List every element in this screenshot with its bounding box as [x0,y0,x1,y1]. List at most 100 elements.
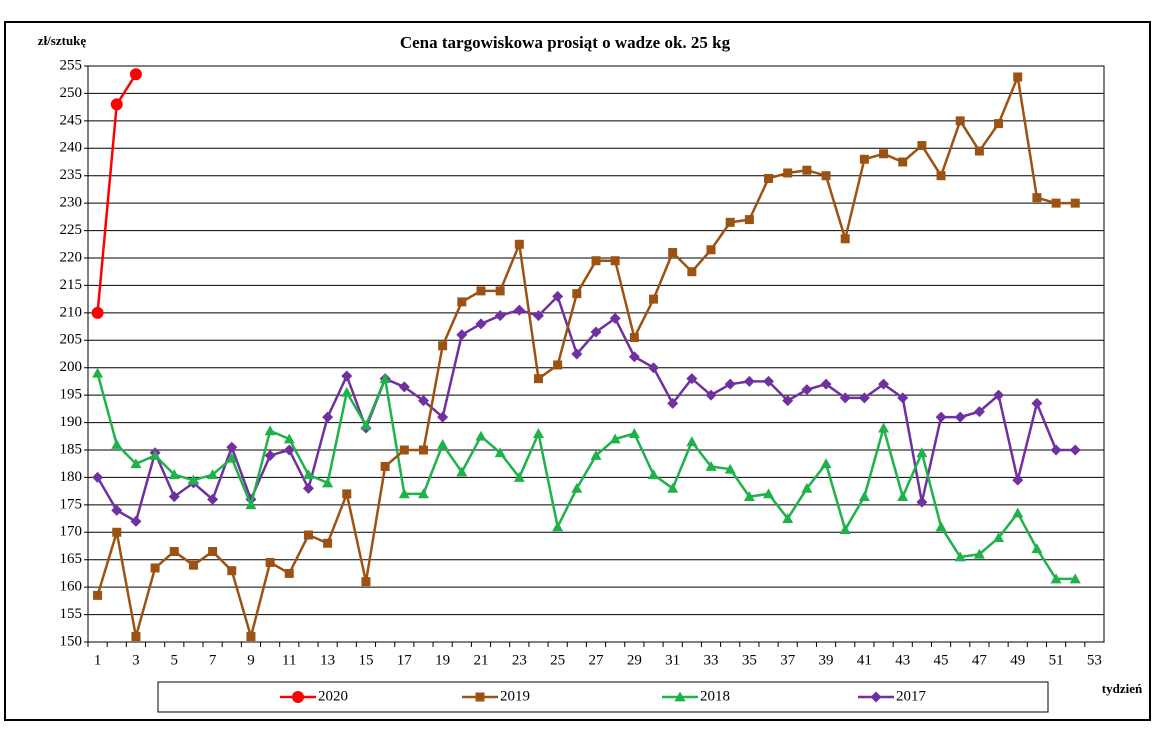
x-tick-label: 3 [132,652,140,668]
data-point [879,149,889,159]
y-tick-label: 175 [60,496,83,512]
data-point [1012,507,1024,518]
data-point [361,577,371,587]
data-point [1031,543,1043,554]
data-point [763,375,775,387]
data-point [858,491,870,502]
data-point [207,469,219,480]
legend-marker [870,691,882,703]
data-point [763,488,775,499]
data-point [916,496,928,508]
data-point [553,360,563,370]
data-point [264,425,276,436]
data-point [629,333,639,343]
data-point [265,557,275,567]
x-tick-label: 43 [895,652,910,668]
x-tick-label: 53 [1087,652,1102,668]
data-point [878,378,890,390]
x-tick-label: 11 [282,652,296,668]
data-point [476,286,486,296]
data-point [438,341,448,351]
data-point [495,286,505,296]
x-tick-label: 25 [550,652,565,668]
y-tick-label: 170 [60,524,83,540]
x-tick-label: 39 [819,652,834,668]
data-point [245,499,257,510]
data-point [1050,573,1062,584]
y-tick-label: 245 [60,112,83,128]
data-point [973,548,985,559]
data-point [302,482,314,494]
data-point [302,469,314,480]
data-point [552,290,564,302]
chart-title: Cena targowiskowa prosiąt o wadze ok. 25… [400,33,731,52]
data-point [628,351,640,363]
y-tick-label: 250 [60,85,83,101]
x-tick-label: 35 [742,652,757,668]
data-point [323,538,333,548]
data-point [687,267,697,277]
data-point [187,474,199,485]
data-point [898,157,908,167]
data-point [226,452,238,463]
data-point [916,447,928,458]
y-tick-label: 200 [60,359,83,375]
chart-frame [4,21,1151,721]
data-point [973,406,985,418]
data-point [168,469,180,480]
data-point [284,568,294,578]
y-tick-label: 230 [60,195,83,211]
y-tick-label: 190 [60,414,83,430]
data-point [130,515,142,527]
data-point [417,488,429,499]
x-tick-label: 49 [1010,652,1025,668]
data-point [648,362,660,374]
series-line [96,372,1076,581]
data-point [667,482,679,493]
data-point [820,458,832,469]
x-tick-label: 29 [627,652,642,668]
data-point [360,419,372,430]
data-point [532,428,544,438]
x-tick-label: 47 [972,652,988,668]
data-point [380,461,390,471]
data-point [283,433,295,444]
data-point [130,458,142,469]
legend-marker [674,691,686,702]
data-point [552,521,564,532]
data-point [475,318,487,330]
data-point [668,248,678,258]
data-point [839,392,851,404]
data-point [648,469,660,480]
x-tick-label: 1 [94,652,102,668]
y-tick-label: 205 [60,332,83,348]
data-point [341,386,353,397]
data-point [609,433,621,444]
data-point [457,297,467,307]
data-point [705,460,717,471]
data-point [993,389,1005,401]
y-tick-label: 185 [60,441,83,457]
series-line [96,72,1076,642]
data-point [801,482,813,493]
data-point [571,348,583,360]
x-tick-label: 41 [857,652,872,668]
data-point [974,146,984,156]
data-point [705,389,717,401]
data-point [954,551,966,562]
data-point [859,154,869,164]
data-point [437,411,449,423]
x-axis-label: tydzień [1102,681,1143,696]
y-tick-label: 215 [60,277,83,293]
y-tick-label: 255 [60,57,83,73]
data-point [227,566,237,576]
data-point [168,491,180,503]
y-tick-label: 220 [60,249,83,265]
data-point [1069,573,1081,584]
data-point [1069,444,1081,456]
y-tick-label: 155 [60,606,83,622]
data-point [590,326,602,338]
data-point [936,171,946,181]
data-point [609,312,621,324]
